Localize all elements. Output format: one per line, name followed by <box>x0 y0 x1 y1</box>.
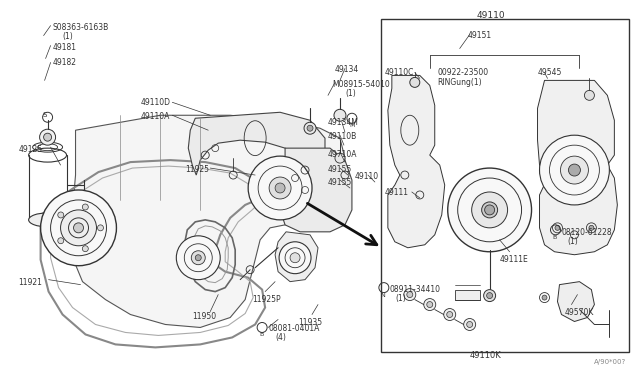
Circle shape <box>467 321 473 327</box>
Circle shape <box>482 202 498 218</box>
Text: 49570K: 49570K <box>564 308 594 317</box>
Polygon shape <box>538 80 618 255</box>
Text: 11950: 11950 <box>192 311 216 321</box>
Text: 49110C: 49110C <box>385 68 414 77</box>
Text: 49545: 49545 <box>538 68 562 77</box>
Text: (1): (1) <box>396 294 406 302</box>
Polygon shape <box>275 232 318 282</box>
Text: B: B <box>259 333 264 337</box>
Circle shape <box>448 168 532 252</box>
Text: M08915-54010: M08915-54010 <box>332 80 390 89</box>
Text: 49181: 49181 <box>52 42 77 52</box>
Circle shape <box>584 90 595 100</box>
Text: (1): (1) <box>345 89 356 98</box>
Text: 49710A: 49710A <box>328 150 358 159</box>
Circle shape <box>40 190 116 266</box>
Ellipse shape <box>29 213 67 227</box>
Text: 00922-23500: 00922-23500 <box>438 68 489 77</box>
Text: 08911-34410: 08911-34410 <box>390 285 441 294</box>
Circle shape <box>40 129 56 145</box>
Text: 49111: 49111 <box>385 188 409 197</box>
Text: 49111E: 49111E <box>500 255 529 264</box>
Polygon shape <box>278 148 352 232</box>
Text: A/90*00?: A/90*00? <box>595 359 627 365</box>
Circle shape <box>424 299 436 311</box>
Circle shape <box>97 225 104 231</box>
Text: M: M <box>349 123 355 128</box>
Circle shape <box>568 164 580 176</box>
Text: 49182: 49182 <box>52 58 77 67</box>
Circle shape <box>334 109 346 121</box>
Circle shape <box>58 238 64 244</box>
Text: 49134M: 49134M <box>328 118 359 127</box>
Circle shape <box>555 225 560 230</box>
Circle shape <box>61 210 97 246</box>
Circle shape <box>44 133 52 141</box>
Circle shape <box>83 246 88 252</box>
Text: 49151: 49151 <box>468 31 492 39</box>
Text: (4): (4) <box>275 333 286 343</box>
Text: S08363-6163B: S08363-6163B <box>52 23 109 32</box>
Circle shape <box>540 135 609 205</box>
Circle shape <box>307 125 313 131</box>
Circle shape <box>279 242 311 274</box>
Circle shape <box>195 255 201 261</box>
Polygon shape <box>388 76 445 248</box>
Text: RINGung(1): RINGung(1) <box>438 78 483 87</box>
Text: (1): (1) <box>568 237 578 246</box>
Text: 11921: 11921 <box>19 278 42 287</box>
Text: 49110: 49110 <box>355 172 379 181</box>
Text: 08081-0401A: 08081-0401A <box>268 324 319 333</box>
Polygon shape <box>557 282 595 321</box>
Circle shape <box>290 253 300 263</box>
Text: 49110K: 49110K <box>470 352 501 360</box>
Text: 49110A: 49110A <box>140 112 170 121</box>
Text: 49155: 49155 <box>328 178 352 187</box>
Text: 49110B: 49110B <box>328 132 357 141</box>
Polygon shape <box>72 115 345 327</box>
Circle shape <box>464 318 476 330</box>
Circle shape <box>304 122 316 134</box>
Circle shape <box>248 156 312 220</box>
Bar <box>381 19 629 352</box>
Circle shape <box>589 225 594 230</box>
Circle shape <box>58 212 64 218</box>
Circle shape <box>472 192 508 228</box>
Circle shape <box>269 177 291 199</box>
Text: 08120-61228: 08120-61228 <box>561 228 612 237</box>
Circle shape <box>447 311 452 318</box>
Text: 49110: 49110 <box>477 11 506 20</box>
Polygon shape <box>188 112 325 175</box>
Text: 49155: 49155 <box>328 165 352 174</box>
Text: (1): (1) <box>63 32 74 41</box>
Text: B: B <box>552 235 557 240</box>
Text: 49110D: 49110D <box>140 98 170 108</box>
Circle shape <box>74 223 83 233</box>
Text: 11925P: 11925P <box>252 295 281 304</box>
Text: 11935: 11935 <box>298 318 322 327</box>
Bar <box>454 290 479 299</box>
Circle shape <box>176 236 220 280</box>
Circle shape <box>444 308 456 321</box>
Text: 49134: 49134 <box>335 65 359 74</box>
Text: 11925: 11925 <box>186 165 209 174</box>
Circle shape <box>561 156 588 184</box>
Circle shape <box>404 289 416 301</box>
Text: S: S <box>43 112 47 118</box>
Circle shape <box>486 293 493 299</box>
Circle shape <box>410 77 420 87</box>
Circle shape <box>427 302 433 308</box>
Circle shape <box>407 292 413 298</box>
Text: 49125: 49125 <box>19 145 43 154</box>
Circle shape <box>83 204 88 210</box>
Circle shape <box>191 251 205 265</box>
Text: N: N <box>381 293 386 298</box>
Circle shape <box>484 205 495 215</box>
Circle shape <box>335 153 345 163</box>
Circle shape <box>275 183 285 193</box>
Circle shape <box>542 295 547 300</box>
Circle shape <box>484 290 495 302</box>
